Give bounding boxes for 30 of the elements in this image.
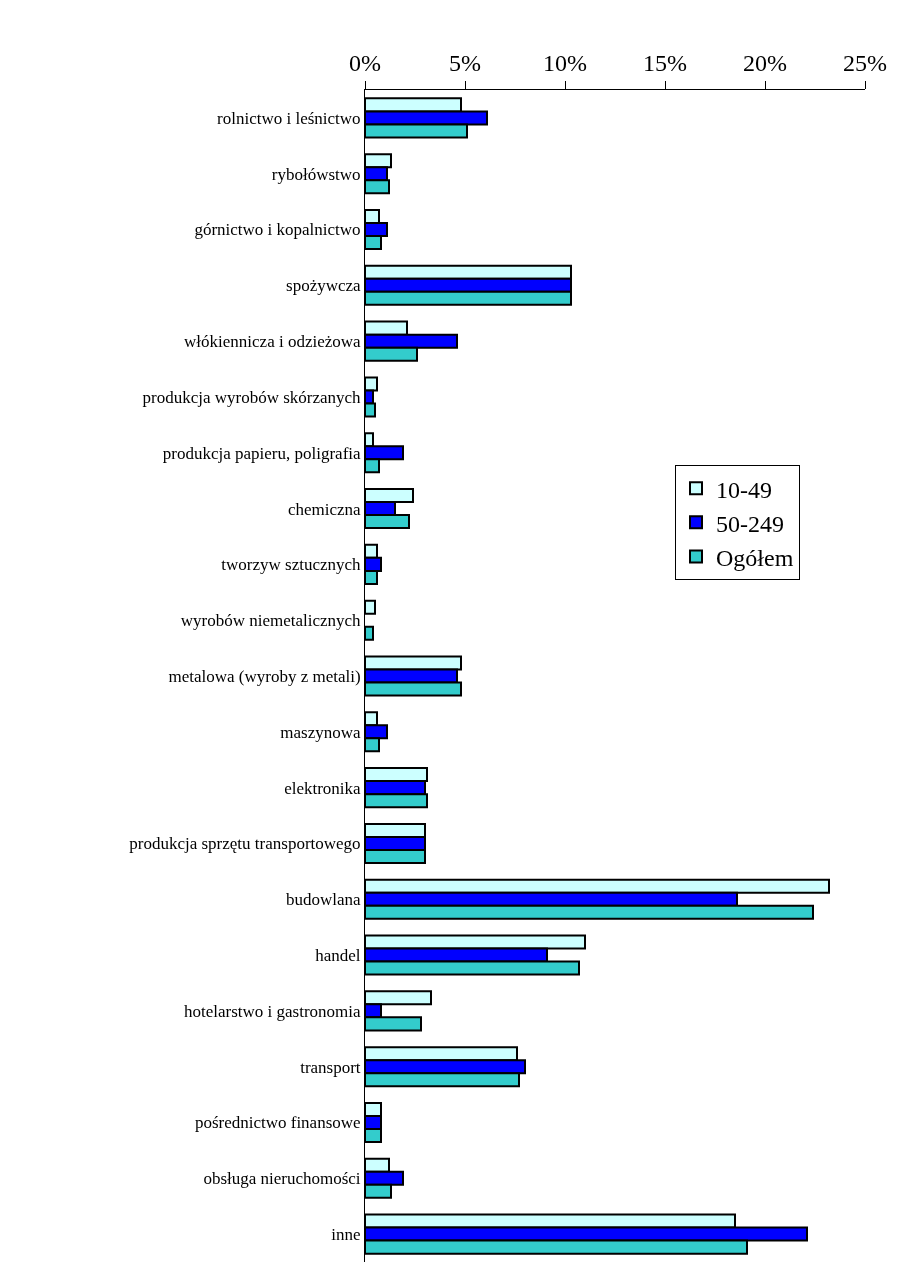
- y-tick-label: elektronika: [284, 778, 362, 798]
- y-tick-label: produkcja sprzętu transportowego: [129, 834, 361, 854]
- y-tick-label: chemiczna: [287, 499, 362, 519]
- x-tick-label: 15%: [643, 50, 687, 77]
- x-tick-label: 0%: [349, 50, 381, 77]
- y-tick-label: hotelarstwo i gastronomia: [184, 1001, 362, 1021]
- y-tick-label: handel: [315, 946, 361, 965]
- y-tick-label: spożywcza: [286, 276, 362, 296]
- y-tick-label: obsługa nieruchomości: [203, 1169, 361, 1189]
- x-tick-label: 5%: [449, 50, 481, 77]
- y-tick-label: rybołówstwo: [271, 164, 361, 184]
- y-tick-label: transport: [300, 1057, 361, 1077]
- y-tick-label: rolnictwo i leśnictwo: [217, 108, 361, 128]
- x-tick-label: 25%: [843, 50, 887, 77]
- y-tick-label: budowlana: [286, 890, 362, 910]
- x-tick-label: 10%: [543, 50, 587, 77]
- x-tick-label: 20%: [743, 50, 787, 77]
- y-tick-label: włókiennicza i odzieżowa: [184, 332, 362, 352]
- legend-label: 10-49: [716, 476, 772, 503]
- y-tick-label: górnictwo i kopalnictwo: [194, 220, 361, 240]
- y-tick-label: inne: [331, 1225, 361, 1245]
- y-tick-label: maszynowa: [280, 722, 362, 742]
- y-tick-label: tworzyw sztucznych: [221, 555, 362, 575]
- legend-label: Ogółem: [716, 544, 794, 571]
- y-tick-label: produkcja wyrobów skórzanych: [142, 387, 362, 407]
- y-tick-label: wyrobów niemetalicznych: [180, 611, 362, 631]
- legend-label: 50-249: [716, 510, 784, 537]
- y-tick-label: produkcja papieru, poligrafia: [162, 443, 362, 463]
- y-tick-label: metalowa (wyroby z metali): [168, 666, 361, 686]
- y-tick-label: pośrednictwo finansowe: [194, 1113, 361, 1133]
